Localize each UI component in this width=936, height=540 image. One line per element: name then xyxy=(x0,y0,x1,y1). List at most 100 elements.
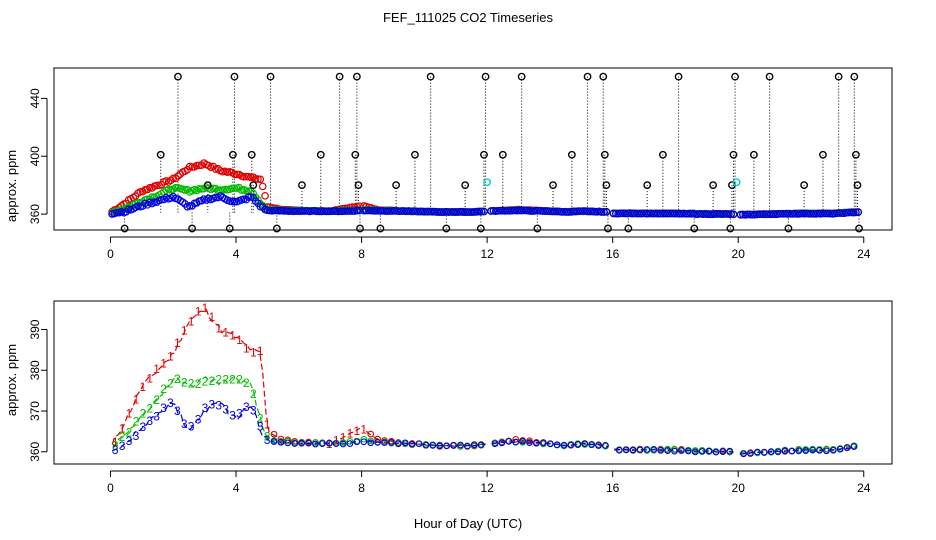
inlet-3-point xyxy=(612,209,620,218)
inlet-3-marker xyxy=(802,447,810,455)
inlet-3-marker xyxy=(684,447,692,455)
inlet-3-point xyxy=(270,206,279,215)
inlet-3-marker xyxy=(760,449,768,456)
inlet-3-marker xyxy=(464,442,471,450)
top-x-tick-label: 4 xyxy=(233,247,240,261)
inlet-2-marker: 2 xyxy=(153,393,160,407)
inlet-3-marker xyxy=(519,437,526,445)
inlet-1-point xyxy=(169,174,178,183)
inlet-2-marker: 2 xyxy=(167,377,174,391)
inlet-3-point xyxy=(760,210,768,218)
reference-gas-point xyxy=(249,181,258,190)
inlet-3-marker xyxy=(270,438,278,445)
inlet-1-point xyxy=(233,170,241,179)
inlet-3-marker xyxy=(595,442,602,449)
top-x-tick-label: 12 xyxy=(480,247,494,261)
inlet-3-point xyxy=(386,207,394,215)
reference-gas-point xyxy=(853,181,862,190)
inlet-3-point xyxy=(842,208,851,217)
inlet-1-marker: 1 xyxy=(340,430,347,444)
inlet-1-point xyxy=(143,185,152,194)
inlet-3-marker xyxy=(470,441,478,449)
inlet-3-point xyxy=(520,206,528,215)
reference-gas-point xyxy=(750,150,758,159)
inlet-3-point xyxy=(294,207,302,216)
inlet-3-marker xyxy=(809,446,816,454)
reference-gas-point xyxy=(376,224,385,233)
inlet-3-point xyxy=(593,207,601,216)
inlet-3-point xyxy=(762,210,771,218)
inlet-3-point xyxy=(301,207,309,215)
inlet-3-point xyxy=(336,207,345,216)
inlet-3-marker xyxy=(374,438,381,446)
top-x-tick-label: 24 xyxy=(857,247,871,261)
inlet-3-point xyxy=(341,207,349,215)
inlet-3-marker xyxy=(622,446,630,454)
inlet-3-marker xyxy=(588,441,595,449)
inlet-1-marker: 1 xyxy=(181,323,188,337)
reference-gas-point xyxy=(765,72,774,81)
inlet-3-point xyxy=(835,209,844,217)
inlet-3-marker xyxy=(318,440,326,448)
inlet-3-point xyxy=(663,209,672,218)
inlet-3-marker xyxy=(339,440,347,448)
inlet-3-point xyxy=(517,206,526,215)
inlet-3-marker xyxy=(436,442,444,450)
inlet-3-marker: 3 xyxy=(250,403,257,417)
inlet-3-point xyxy=(289,207,298,216)
inlet-3-point xyxy=(480,207,488,216)
bottom-y-tick-label: 380 xyxy=(28,360,42,380)
inlet-2-marker: 2 xyxy=(146,402,153,416)
inlet-2-marker: 2 xyxy=(181,375,188,389)
inlet-3-marker: 3 xyxy=(153,410,160,424)
inlet-3-point xyxy=(821,209,830,218)
reference-gas-point xyxy=(266,72,275,81)
reference-gas-point xyxy=(729,150,738,159)
inlet-3-marker: 3 xyxy=(112,443,119,457)
inlet-3-marker xyxy=(505,438,513,445)
inlet-3-point xyxy=(550,207,559,216)
inlet-3-point xyxy=(586,207,594,216)
inlet-3-point xyxy=(531,206,540,215)
inlet-3-point xyxy=(793,210,801,218)
inlet-3-marker xyxy=(533,439,540,447)
inlet-3-marker xyxy=(567,441,575,449)
reference-gas-point xyxy=(731,72,739,81)
inlet-3-marker xyxy=(388,439,395,446)
top-panel: 0 4 8 12 16 20 24 360 400 440 approx. ppm xyxy=(4,67,893,261)
inlet-3-point xyxy=(637,209,646,218)
inlet-1-marker: 1 xyxy=(215,321,222,335)
inlet-3-marker xyxy=(781,447,789,454)
inlet-3-marker xyxy=(726,447,734,455)
inlet-1-point xyxy=(136,187,145,196)
inlet-3-point xyxy=(477,207,486,216)
inlet-3-marker: 3 xyxy=(215,399,222,413)
reference-gas-point xyxy=(709,181,718,190)
inlet-3-point xyxy=(428,207,436,216)
inlet-3-point xyxy=(644,209,653,218)
reference-gas-point xyxy=(356,224,364,233)
inlet-1-marker: 1 xyxy=(243,341,250,355)
inlet-1-marker: 1 xyxy=(126,407,133,421)
reference-gas-point xyxy=(392,181,401,190)
inlet-1-marker: 1 xyxy=(119,421,126,435)
inlet-3-marker xyxy=(408,440,416,448)
inlet-3-point xyxy=(244,193,253,201)
inlet-1-marker: 1 xyxy=(257,344,264,358)
inlet-2-marker: 2 xyxy=(229,373,236,387)
inlet-1-point xyxy=(261,191,269,200)
inlet-3-point xyxy=(444,208,453,216)
reference-gas-point xyxy=(481,72,490,81)
inlet-2-marker: 2 xyxy=(236,372,243,386)
reference-gas-point xyxy=(426,72,435,81)
inlet-3-point xyxy=(437,208,446,216)
inlet-1-marker: 1 xyxy=(202,301,209,315)
inlet-1-point xyxy=(188,163,196,171)
inlet-2-point xyxy=(195,184,203,193)
inlet-1-marker: 1 xyxy=(167,349,174,363)
inlet-3-point xyxy=(475,207,484,216)
inlet-3-point xyxy=(157,195,166,204)
inlet-3-point xyxy=(845,208,853,217)
